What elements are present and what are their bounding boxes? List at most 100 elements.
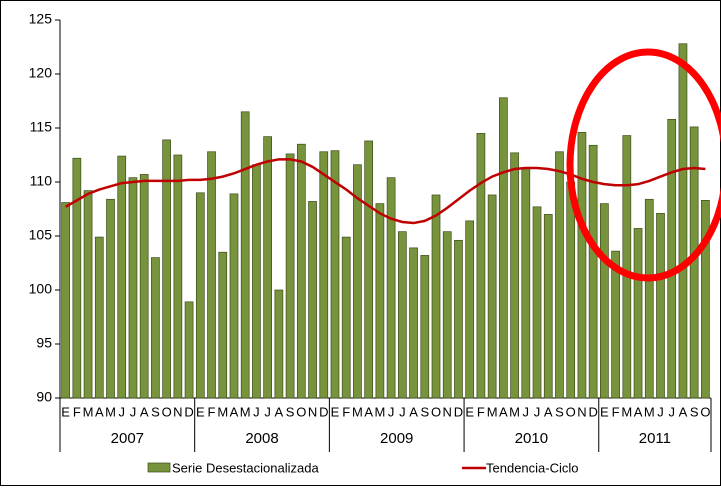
bar bbox=[622, 135, 632, 399]
y-tick-label: 100 bbox=[29, 281, 53, 297]
y-tick-label: 120 bbox=[29, 65, 53, 81]
bar bbox=[240, 111, 250, 399]
x-tick-label: E bbox=[196, 404, 205, 419]
x-tick-label: O bbox=[431, 404, 441, 419]
bar bbox=[285, 153, 295, 399]
bar bbox=[499, 97, 508, 399]
bar bbox=[341, 236, 351, 399]
x-tick-label: S bbox=[555, 404, 564, 419]
x-tick-label: O bbox=[700, 404, 710, 419]
x-tick-label: O bbox=[296, 404, 306, 419]
bar bbox=[184, 301, 194, 399]
y-tick-label: 125 bbox=[29, 11, 53, 27]
x-tick-label: M bbox=[621, 404, 632, 419]
bar bbox=[218, 251, 228, 399]
x-tick-label: J bbox=[534, 404, 541, 419]
x-tick-label: S bbox=[286, 404, 295, 419]
x-tick-label: J bbox=[118, 404, 125, 419]
bar bbox=[510, 152, 519, 399]
x-tick-label: E bbox=[600, 404, 609, 419]
y-tick-label: 95 bbox=[36, 335, 52, 351]
x-tick-label: A bbox=[275, 404, 284, 419]
year-label: 2008 bbox=[245, 430, 278, 447]
bar bbox=[263, 136, 272, 399]
x-tick-label: J bbox=[668, 404, 675, 419]
x-tick-label: A bbox=[634, 404, 643, 419]
bar bbox=[139, 174, 149, 399]
bar bbox=[319, 151, 329, 399]
x-tick-label: F bbox=[612, 404, 620, 419]
x-tick-label: F bbox=[342, 404, 350, 419]
x-tick-label: A bbox=[544, 404, 553, 419]
x-tick-label: A bbox=[499, 404, 508, 419]
y-tick-label: 90 bbox=[36, 389, 52, 405]
bar bbox=[173, 154, 183, 399]
legend-label: Serie Desestacionalizada bbox=[172, 460, 319, 475]
x-tick-label: D bbox=[319, 404, 328, 419]
x-tick-label: A bbox=[95, 404, 104, 419]
bar bbox=[386, 177, 396, 399]
x-tick-label: J bbox=[130, 404, 137, 419]
x-tick-label: J bbox=[264, 404, 271, 419]
x-tick-label: F bbox=[477, 404, 485, 419]
x-tick-label: E bbox=[465, 404, 474, 419]
x-tick-label: J bbox=[253, 404, 260, 419]
year-label: 2007 bbox=[111, 430, 144, 447]
x-tick-label: M bbox=[83, 404, 94, 419]
bar bbox=[521, 167, 531, 399]
bar bbox=[106, 198, 115, 399]
x-tick-label: D bbox=[588, 404, 597, 419]
bar bbox=[330, 150, 340, 399]
y-tick-label: 115 bbox=[30, 119, 53, 135]
trend-line bbox=[64, 158, 706, 225]
highlight-ellipse bbox=[566, 48, 721, 282]
year-label: 2010 bbox=[515, 430, 548, 447]
x-tick-label: E bbox=[331, 404, 340, 419]
bar bbox=[701, 200, 710, 399]
x-tick-label: M bbox=[374, 404, 385, 419]
x-tick-label: M bbox=[352, 404, 363, 419]
bar bbox=[252, 164, 261, 399]
bar bbox=[128, 177, 138, 399]
x-tick-label: D bbox=[454, 404, 463, 419]
bar bbox=[72, 157, 82, 399]
bar bbox=[207, 151, 216, 399]
x-tick-label: S bbox=[151, 404, 160, 419]
bar bbox=[633, 228, 643, 399]
bar bbox=[487, 194, 497, 399]
bar bbox=[162, 139, 171, 399]
y-tick-label: 105 bbox=[29, 227, 53, 243]
x-tick-label: F bbox=[208, 404, 216, 419]
x-tick-label: O bbox=[162, 404, 172, 419]
bar bbox=[532, 206, 542, 399]
x-tick-label: A bbox=[679, 404, 688, 419]
bar bbox=[117, 155, 127, 399]
legend-swatch bbox=[147, 462, 171, 473]
bar bbox=[442, 231, 452, 399]
x-tick-label: E bbox=[61, 404, 70, 419]
bar bbox=[308, 201, 317, 399]
x-tick-label: N bbox=[173, 404, 182, 419]
bar bbox=[409, 247, 418, 399]
bar bbox=[364, 140, 374, 399]
bar bbox=[454, 239, 463, 399]
x-tick-label: J bbox=[399, 404, 406, 419]
x-tick-label: S bbox=[690, 404, 699, 419]
x-tick-label: M bbox=[644, 404, 655, 419]
bar bbox=[476, 133, 486, 399]
bar bbox=[644, 198, 654, 399]
x-tick-label: J bbox=[523, 404, 530, 419]
bar bbox=[94, 236, 104, 399]
x-tick-label: N bbox=[308, 404, 317, 419]
bar bbox=[61, 202, 70, 399]
x-tick-label: A bbox=[140, 404, 149, 419]
x-tick-label: N bbox=[577, 404, 586, 419]
legend-label: Tendencia-Ciclo bbox=[486, 460, 579, 475]
bar bbox=[555, 151, 564, 399]
bar bbox=[296, 143, 306, 399]
x-tick-label: N bbox=[443, 404, 452, 419]
bar bbox=[375, 203, 385, 399]
bar bbox=[678, 43, 688, 399]
bar bbox=[229, 193, 239, 399]
